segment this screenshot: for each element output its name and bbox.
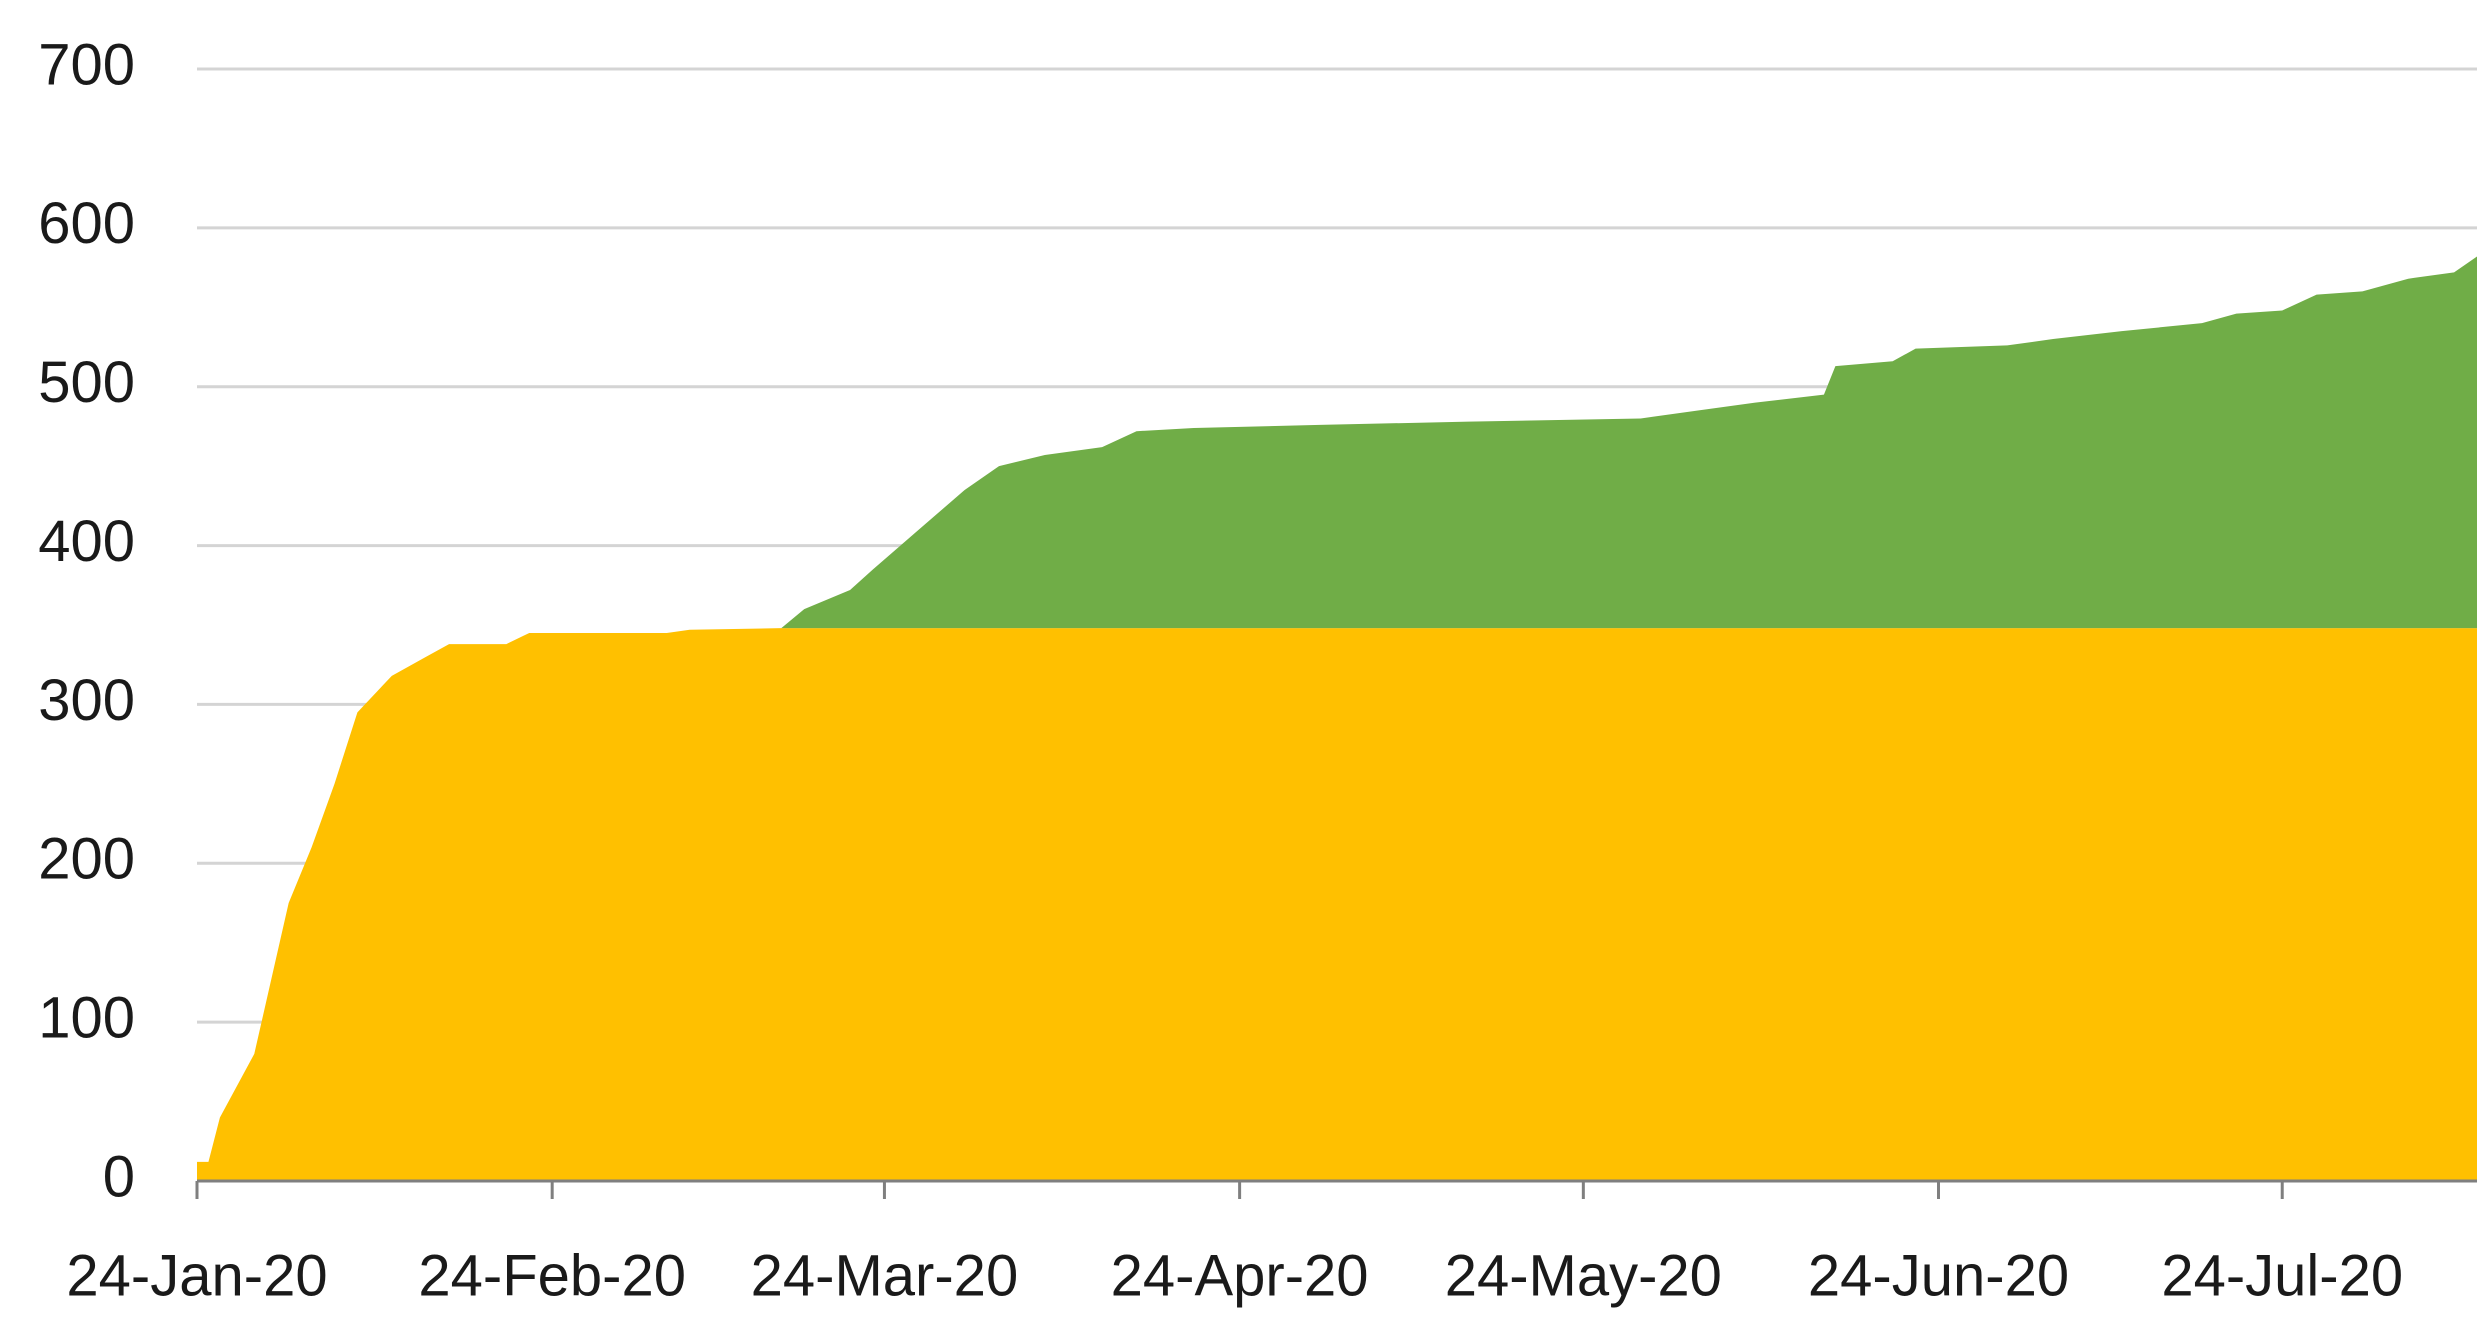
x-tick-label: 24-Jul-20 [2161, 1243, 2403, 1308]
area [197, 628, 2477, 1181]
x-tick-label: 24-Feb-20 [418, 1243, 686, 1308]
x-tick-label: 24-Jan-20 [66, 1243, 327, 1308]
area [197, 256, 2477, 1162]
y-tick-label: 0 [103, 1144, 135, 1209]
y-tick-label: 400 [38, 509, 135, 574]
x-tick-label: 24-Mar-20 [751, 1243, 1019, 1308]
y-tick-label: 300 [38, 668, 135, 733]
y-tick-label: 100 [38, 985, 135, 1050]
x-tick-label: 24-Apr-20 [1111, 1243, 1369, 1308]
y-tick-label: 600 [38, 191, 135, 256]
y-tick-label: 500 [38, 350, 135, 415]
y-tick-label: 200 [38, 827, 135, 892]
x-tick-label: 24-Jun-20 [1808, 1243, 2069, 1308]
y-tick-label: 700 [38, 32, 135, 97]
x-tick-label: 24-May-20 [1445, 1243, 1722, 1308]
